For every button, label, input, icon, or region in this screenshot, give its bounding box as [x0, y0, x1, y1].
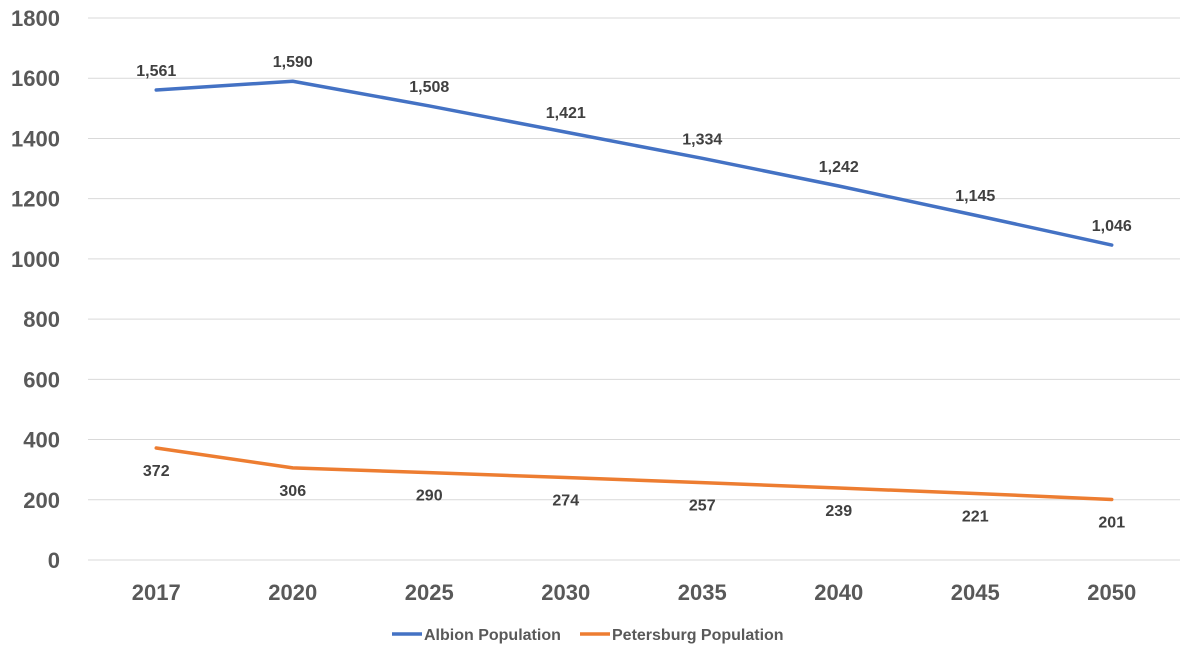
data-label: 257	[689, 498, 716, 515]
data-labels: 1,561 1,590 1,508 1,421 1,334 1,242 1,145 1,046…	[136, 54, 1132, 531]
y-tick-label: 1200	[11, 187, 60, 212]
data-label: 290	[416, 488, 443, 505]
y-tick-label: 1600	[11, 66, 60, 91]
data-label: 306	[279, 483, 306, 500]
x-tick-label: 2050	[1087, 580, 1136, 605]
x-tick-label: 2040	[814, 580, 863, 605]
data-label: 274	[552, 492, 579, 509]
data-label: 372	[143, 463, 170, 480]
gridlines	[88, 17, 1180, 561]
data-label: 221	[962, 508, 989, 525]
y-tick-label: 200	[23, 488, 60, 513]
y-tick-label: 400	[23, 428, 60, 453]
x-tick-label: 2025	[405, 580, 454, 605]
y-tick-label: 1000	[11, 247, 60, 272]
legend-label: Albion Population	[424, 627, 561, 644]
data-label: 1,508	[409, 79, 449, 96]
y-tick-label: 800	[23, 307, 60, 332]
data-label: 1,242	[819, 159, 859, 176]
data-label: 1,334	[682, 131, 722, 148]
data-label: 1,046	[1092, 218, 1132, 235]
x-axis: 2017 2020 2025 2030 2035 2040 2045 2050	[132, 580, 1136, 605]
x-tick-label: 2045	[951, 580, 1000, 605]
y-tick-label: 600	[23, 367, 60, 392]
x-tick-label: 2017	[132, 580, 181, 605]
legend: Albion Population Petersburg Population	[392, 627, 784, 644]
y-tick-label: 1800	[11, 6, 60, 31]
x-tick-label: 2020	[268, 580, 317, 605]
data-label: 201	[1098, 514, 1125, 531]
series-line-petersburg	[154, 446, 1114, 502]
x-tick-label: 2030	[541, 580, 590, 605]
x-tick-label: 2035	[678, 580, 727, 605]
data-label: 1,145	[955, 188, 995, 205]
data-label: 1,421	[546, 105, 586, 122]
y-tick-label: 0	[48, 548, 60, 573]
series-line-albion	[154, 79, 1114, 247]
data-label: 1,561	[136, 63, 176, 80]
data-label: 239	[825, 503, 852, 520]
y-axis: 0 200 400 600 800 1000 1200 1400 1600 1800	[11, 6, 60, 573]
legend-label: Petersburg Population	[612, 627, 784, 644]
y-tick-label: 1400	[11, 126, 60, 151]
series-lines	[154, 79, 1114, 502]
data-label: 1,590	[273, 54, 313, 71]
